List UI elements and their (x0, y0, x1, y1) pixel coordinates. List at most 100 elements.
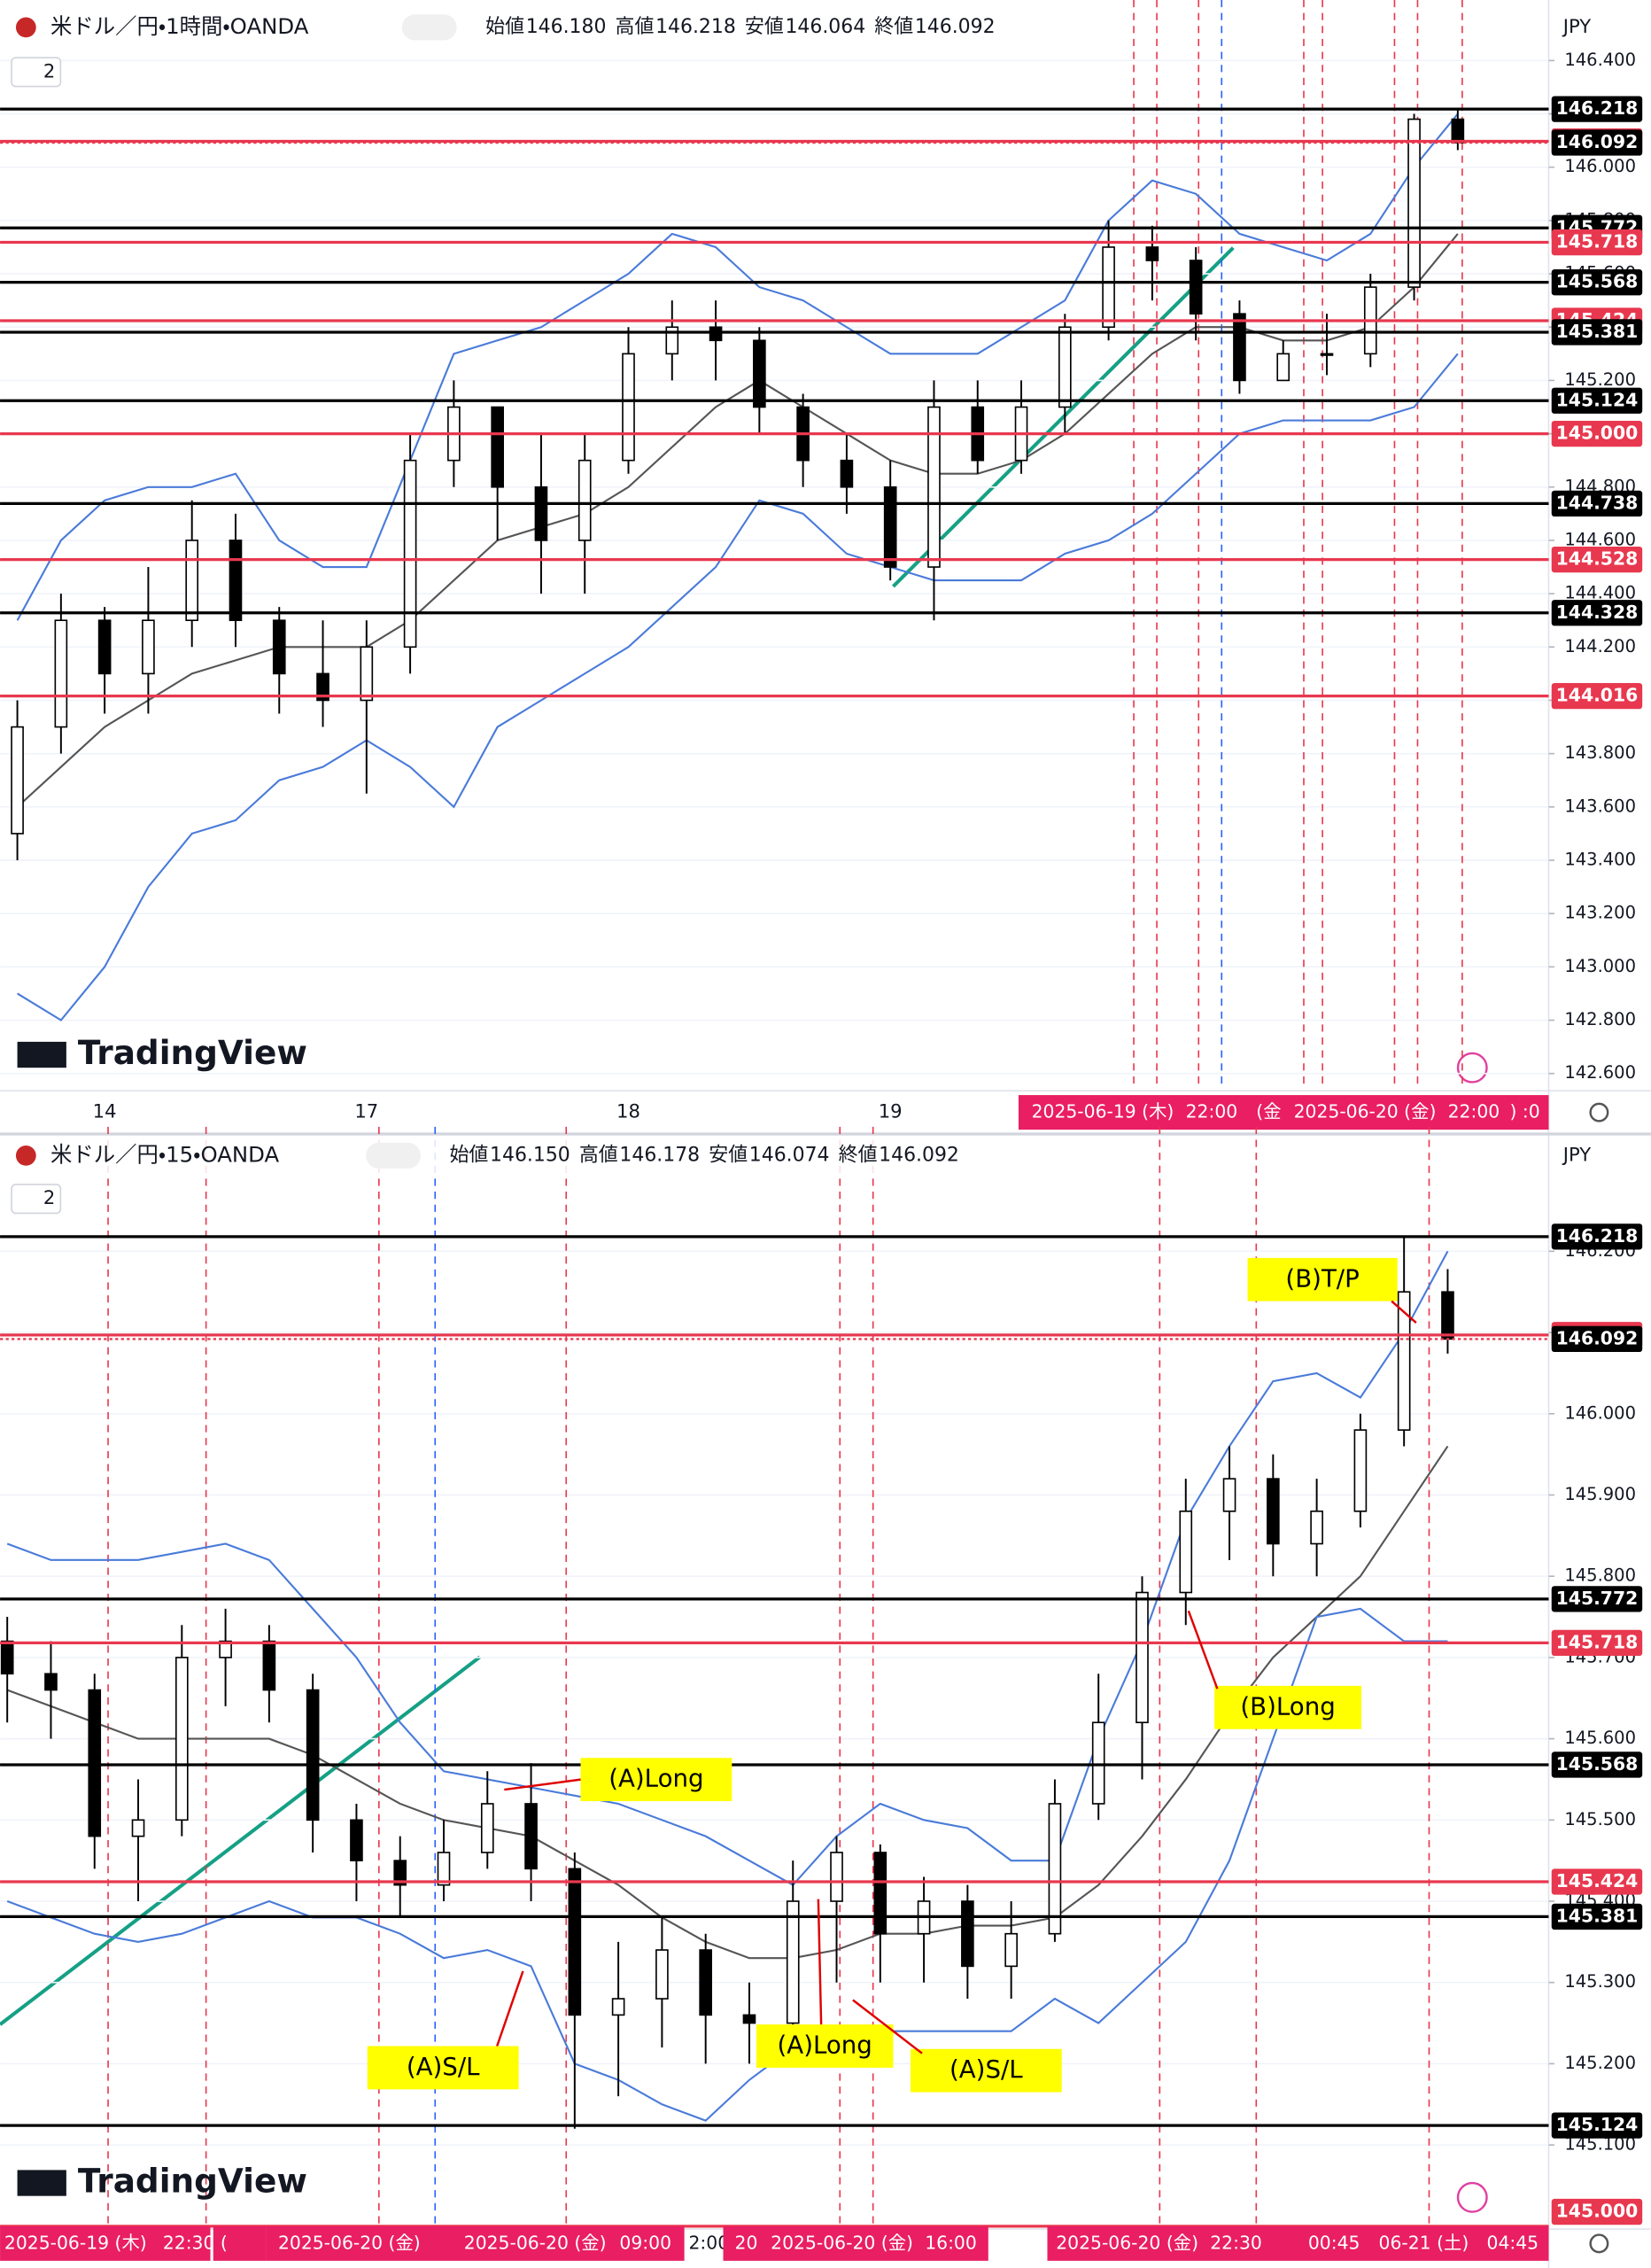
time-label-bg (266, 2225, 685, 2261)
pane-count[interactable]: 2 (43, 1186, 55, 1208)
time-label-bg (723, 2225, 988, 2261)
candle-body (577, 459, 592, 541)
candle-body (709, 326, 723, 342)
candle-body (840, 459, 854, 488)
time-axis-label: ) :0 (1510, 1101, 1540, 1122)
ohlc-label: 高値 (579, 1144, 618, 1166)
time-axis-label: 22:30 (1210, 2232, 1262, 2253)
price-level-label: 145.124 (1556, 2114, 1639, 2135)
candle-body (524, 1803, 538, 1870)
alert-icon[interactable] (1456, 1052, 1488, 1084)
candle-body (437, 1852, 451, 1886)
y-tick-label: 145.600 (1564, 1728, 1636, 1748)
header-bg (0, 1137, 1038, 1175)
y-tick-label: 144.400 (1564, 583, 1636, 603)
currency-select[interactable]: JPY (1562, 1143, 1592, 1165)
currency-select[interactable]: JPY (1562, 15, 1592, 37)
annotation-box (580, 1758, 732, 1802)
candle-body (568, 1868, 582, 2016)
price-level-tag (1551, 1223, 1643, 1250)
price-level-tag (1551, 2198, 1643, 2225)
time-axis-label: 20 (735, 2232, 758, 2253)
price-level-label: 145.718 (1556, 1631, 1639, 1652)
annotation-box (1247, 1257, 1398, 1301)
candle-body (534, 485, 548, 541)
symbol-title[interactable]: 米ドル／円・15・OANDA (50, 1141, 279, 1167)
time-axis-label: 2:00 (688, 2232, 729, 2253)
candle-body (1091, 1721, 1105, 1805)
candle-body (350, 1819, 363, 1861)
x-tick-label: 18 (616, 1100, 640, 1122)
price-level-label: 144.016 (1556, 685, 1639, 706)
y-tick-label: 144.200 (1564, 636, 1636, 656)
ohlc-value: 146.218 (655, 16, 736, 38)
pane-toggle[interactable] (11, 1184, 62, 1215)
time-axis-label: 22:30 (163, 2232, 215, 2253)
annotation-box (910, 2048, 1062, 2093)
settings-icon[interactable] (1589, 2233, 1609, 2254)
trend-line (892, 246, 1235, 588)
trend-line (0, 1655, 481, 2026)
y-tick-label: 145.500 (1564, 1809, 1636, 1829)
candle-body (272, 619, 286, 675)
y-tick-label: 146.000 (1564, 1402, 1636, 1423)
candle-body (1397, 1291, 1411, 1431)
time-axis-label: 2025-06-20 (金) (771, 2232, 913, 2253)
price-level-label: 146.218 (1556, 97, 1639, 119)
candle-body (873, 1852, 888, 1935)
symbol-title[interactable]: 米ドル／円・1時間・OANDA (50, 13, 309, 39)
candle-body (1320, 353, 1334, 356)
y-tick-label: 145.200 (1564, 2053, 1636, 2073)
candle-body (316, 672, 329, 702)
ohlc-label: 終値 (839, 1144, 878, 1166)
time-axis-label: 2025-06-19 (木) (4, 2232, 147, 2253)
candle-body (1179, 1511, 1193, 1594)
candle-body (185, 540, 199, 622)
annotation-arrow (1391, 1300, 1417, 1324)
indicator-line (17, 353, 1459, 1021)
price-level-label: 145.568 (1556, 271, 1639, 292)
indicator-line (6, 1250, 1449, 1886)
pane-count[interactable]: 2 (43, 59, 55, 82)
candle-body (1102, 246, 1115, 329)
time-axis-label: 22:00 (1448, 1101, 1500, 1122)
price-level-label: 145.381 (1556, 321, 1639, 342)
candle-body (1222, 1478, 1236, 1512)
candle-body (665, 326, 679, 355)
time-axis-label: 2025-06-20 (金) (1294, 1101, 1437, 1122)
time-axis-label: 09:00 (619, 2232, 671, 2253)
symbol-flag (15, 17, 36, 38)
price-level-label: 146.092 (1556, 131, 1639, 152)
ohlc-label: 始値 (485, 16, 524, 38)
price-level-label: 145.772 (1556, 1588, 1639, 1609)
annotation-text: (A)S/L (407, 2052, 480, 2081)
settings-icon[interactable] (1589, 1102, 1609, 1122)
price-level-label: 145.124 (1556, 389, 1639, 410)
time-axis-label: 16:00 (925, 2232, 977, 2253)
price-level-tag (1551, 420, 1643, 447)
ohlc-label: 始値 (450, 1144, 489, 1166)
price-level-tag (1551, 1586, 1643, 1612)
ohlc-label: 安値 (745, 16, 784, 38)
annotation-box (1214, 1685, 1362, 1729)
x-tick-label: 17 (354, 1100, 378, 1122)
price-level-tag (1551, 229, 1643, 256)
watermark: TradingView (78, 1033, 307, 1072)
indicator-line (16, 233, 1459, 808)
candle-body (1004, 1932, 1018, 1968)
ohlc-label: 終値 (874, 16, 913, 38)
alert-icon[interactable] (1456, 2181, 1488, 2213)
candle-body (655, 1949, 669, 2000)
price-level-tag (1551, 1629, 1643, 1657)
y-tick-label: 143.200 (1564, 903, 1636, 923)
price-level-label: 144.738 (1556, 492, 1639, 513)
y-tick-label: 146.400 (1564, 50, 1636, 70)
price-level-label: 146.218 (1556, 1225, 1639, 1247)
candle-body (44, 1673, 58, 1691)
candle-body (97, 619, 112, 675)
pane-toggle[interactable] (11, 57, 62, 88)
price-level-label: 145.000 (1556, 423, 1639, 444)
y-tick-label: 145.200 (1564, 369, 1636, 390)
ohlc-value: 146.092 (879, 1144, 959, 1166)
